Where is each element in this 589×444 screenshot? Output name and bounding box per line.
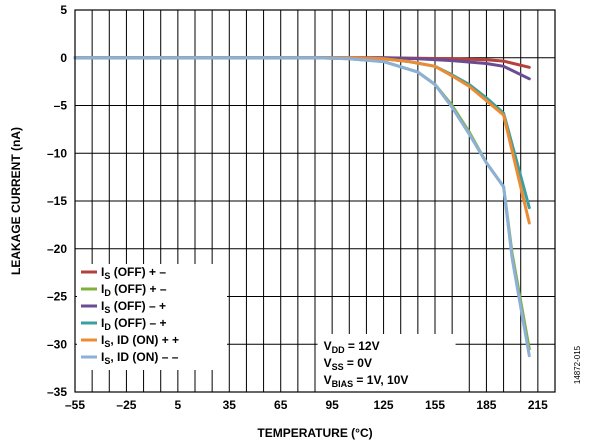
x-tick-labels: –55 –25 5 35 65 95 125 155 185 215 bbox=[65, 398, 548, 412]
legend-label: ID (OFF) – + bbox=[101, 316, 167, 332]
figure-id: 14872-015 bbox=[573, 345, 582, 384]
annotation-line-2: VSS = 0V bbox=[324, 356, 372, 372]
y-tick-label: 5 bbox=[60, 3, 67, 17]
legend-label: IS (OFF) + – bbox=[101, 265, 166, 281]
x-tick-label: 125 bbox=[374, 398, 394, 412]
x-tick-label: 215 bbox=[528, 398, 548, 412]
x-tick-label: 155 bbox=[425, 398, 445, 412]
x-tick-label: 35 bbox=[223, 398, 237, 412]
y-tick-label: –5 bbox=[54, 99, 68, 113]
legend: IS (OFF) + –ID (OFF) + –IS (OFF) – +ID (… bbox=[77, 264, 227, 370]
legend-label: IS, ID (ON) – – bbox=[101, 350, 179, 366]
x-tick-label: 95 bbox=[325, 398, 339, 412]
legend-box bbox=[77, 264, 227, 370]
y-tick-label: –35 bbox=[47, 385, 67, 399]
y-tick-label: –25 bbox=[47, 290, 67, 304]
legend-label: ID (OFF) + – bbox=[101, 282, 167, 298]
y-tick-label: –10 bbox=[47, 146, 67, 160]
x-tick-label: 185 bbox=[476, 398, 496, 412]
x-tick-label: 65 bbox=[274, 398, 288, 412]
x-tick-label: –55 bbox=[65, 398, 85, 412]
annotation-line-3: VBIAS = 1V, 10V bbox=[324, 373, 409, 389]
x-axis-title: TEMPERATURE (°C) bbox=[257, 426, 372, 440]
series-line-6 bbox=[73, 56, 531, 358]
legend-label: IS, ID (ON) + + bbox=[101, 333, 179, 349]
y-tick-labels: 5 0 –5 –10 –15 –20 –25 –30 –35 bbox=[47, 3, 67, 399]
y-tick-label: –20 bbox=[47, 242, 67, 256]
plot-frame bbox=[74, 9, 556, 393]
y-tick-label: –30 bbox=[47, 337, 67, 351]
y-tick-label: 0 bbox=[60, 51, 67, 65]
x-tick-label: –25 bbox=[116, 398, 136, 412]
y-tick-label: –15 bbox=[47, 194, 67, 208]
legend-label: IS (OFF) – + bbox=[101, 299, 166, 315]
x-tick-label: 5 bbox=[175, 398, 182, 412]
y-axis-title: LEAKAGE CURRENT (nA) bbox=[9, 127, 23, 275]
grid-lines bbox=[75, 10, 555, 392]
annotation-box bbox=[317, 334, 456, 392]
series-lines bbox=[73, 56, 531, 358]
annotation-line-1: VDD = 12V bbox=[324, 339, 380, 355]
